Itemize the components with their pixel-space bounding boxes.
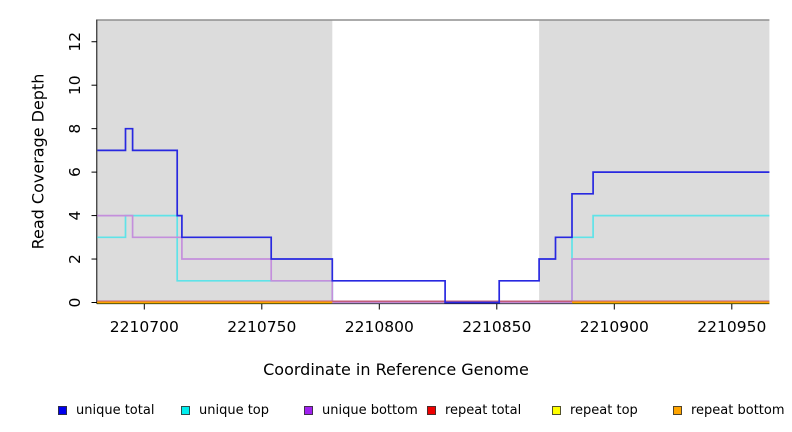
legend-label: repeat bottom [691, 402, 785, 418]
series-line-unique-bottom [97, 214, 770, 304]
x-tick-label: 2210950 [697, 318, 766, 336]
legend: unique total unique top unique bottom repea… [0, 402, 792, 424]
legend-item-repeat-top: repeat top [552, 402, 638, 418]
left-gray-region [97, 20, 333, 303]
right-gray-region [539, 20, 770, 303]
legend-swatch-icon [673, 405, 682, 415]
y-tick-label: 2 [66, 254, 84, 264]
y-axis-title: Read Coverage Depth [28, 73, 48, 250]
x-tick-label: 2210800 [345, 318, 414, 336]
x-axis-title: Coordinate in Reference Genome [263, 360, 529, 379]
y-tick-label: 0 [66, 298, 84, 308]
y-tick-label: 6 [66, 167, 84, 177]
y-tick-label: 4 [66, 211, 84, 221]
legend-item-repeat-bottom: repeat bottom [673, 402, 785, 418]
y-tick-label: 12 [66, 32, 84, 52]
legend-label: unique top [199, 402, 270, 418]
legend-label: unique bottom [322, 402, 418, 418]
x-tick-label: 2210700 [110, 318, 179, 336]
legend-item-unique-top: unique top [181, 402, 269, 418]
y-tick-label: 8 [66, 124, 84, 134]
x-tick-label: 2210750 [227, 318, 296, 336]
legend-label: unique total [76, 402, 155, 418]
x-tick-label: 2210850 [462, 318, 531, 336]
legend-item-repeat-total: repeat total [427, 402, 521, 418]
legend-label: repeat total [445, 402, 522, 418]
legend-swatch-icon [552, 405, 561, 415]
legend-swatch-icon [181, 405, 190, 415]
legend-swatch-icon [427, 405, 436, 415]
legend-swatch-icon [58, 405, 67, 415]
legend-item-unique-total: unique total [58, 402, 154, 418]
series-line-unique-total [97, 127, 770, 304]
x-tick-label: 2210900 [580, 318, 649, 336]
legend-swatch-icon [304, 405, 313, 415]
y-tick-label: 10 [66, 75, 84, 95]
legend-item-unique-bottom: unique bottom [304, 402, 418, 418]
legend-label: repeat top [570, 402, 638, 418]
